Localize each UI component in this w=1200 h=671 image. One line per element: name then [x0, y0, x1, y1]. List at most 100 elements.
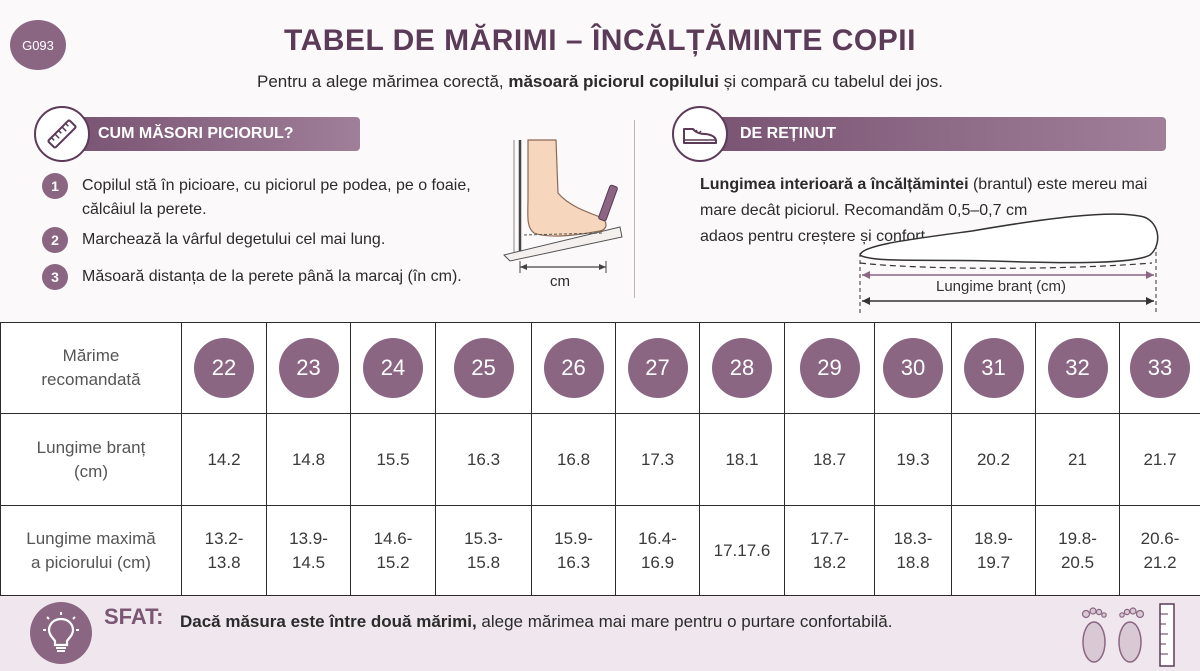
- size-badge: 23: [278, 338, 339, 398]
- insole-cell: 17.3: [615, 413, 700, 506]
- tip-bold: Dacă măsura este între două mărimi,: [180, 612, 477, 631]
- foot-range-max: 21.2: [1143, 552, 1177, 572]
- tip-rest: alege mărimea mai mare pentru o purtare …: [476, 612, 893, 631]
- foot-cell: 13.9- 14.5: [266, 505, 351, 596]
- insole-cell: 18.1: [699, 413, 785, 506]
- lightbulb-icon: [30, 602, 92, 664]
- size-cell: 25: [435, 322, 532, 414]
- foot-range-min: 19.8-: [1058, 528, 1097, 548]
- step-number: 3: [42, 264, 68, 290]
- section-divider: [634, 120, 635, 298]
- size-badge: 22: [194, 338, 254, 398]
- insole-cell: 14.2: [181, 413, 267, 506]
- foot-range-max: 16.9: [640, 552, 675, 572]
- page-subtitle: Pentru a alege mărimea corectă, măsoară …: [0, 72, 1200, 92]
- row-label-insole-line1: Lungime branț: [36, 437, 146, 457]
- foot-cell: 17.7- 18.2: [784, 505, 875, 596]
- insole-cell: 18.7: [784, 413, 875, 506]
- foot-range-min: 17.17.6: [713, 540, 771, 560]
- size-cell: 29: [784, 322, 875, 414]
- step-1: 1 Copilul stă în picioare, cu piciorul p…: [42, 173, 471, 222]
- row-label-size: Mărime recomandată: [0, 322, 182, 414]
- size-cell: 33: [1119, 322, 1200, 414]
- foot-range-max: 14.5: [291, 552, 326, 572]
- insole-cell: 21.7: [1119, 413, 1200, 506]
- foot-range-min: 14.6-: [373, 528, 413, 548]
- size-badge: 27: [627, 338, 688, 398]
- reminder-line1: (brantul) este mereu mai: [968, 176, 1148, 193]
- foot-cell: 19.8- 20.5: [1035, 505, 1120, 596]
- foot-range-min: 15.3-: [464, 528, 503, 548]
- foot-cell: 14.6- 15.2: [350, 505, 436, 596]
- size-cell: 32: [1035, 322, 1120, 414]
- foot-cell: 15.9- 16.3: [531, 505, 616, 596]
- table-row-insole: Lungime branț (cm) 14.2 14.8 15.5 16.3 16…: [0, 413, 1200, 506]
- insole-cell: 14.8: [266, 413, 351, 506]
- table-row-foot: Lungime maximă a piciorului (cm) 13.2- 13.…: [0, 505, 1200, 596]
- subtitle-post: și compară cu tabelul dei jos.: [719, 72, 943, 91]
- reminder-line2: mare decât piciorul. Recomandăm 0,5–0,7 …: [700, 202, 1028, 219]
- subtitle-bold: măsoară piciorul copilului: [508, 72, 720, 91]
- size-badge: 29: [799, 338, 860, 398]
- size-badge: 33: [1130, 338, 1190, 398]
- insole-cell: 20.2: [951, 413, 1036, 506]
- foot-range-max: 13.8: [207, 552, 241, 572]
- footprints-icon: [1081, 603, 1175, 667]
- step-text: Copilul stă în picioare, cu piciorul pe …: [82, 174, 471, 222]
- tip-label: SFAT:: [104, 604, 164, 629]
- size-badge: 31: [963, 338, 1024, 398]
- step-1-line2: călcâiul la perete.: [82, 201, 207, 218]
- insole-illustration: [859, 213, 1159, 313]
- foot-range-max: 16.3: [556, 552, 591, 572]
- step-number: 2: [42, 227, 68, 253]
- size-cell: 31: [951, 322, 1036, 414]
- size-cell: 24: [350, 322, 436, 414]
- size-badge: 30: [883, 338, 943, 398]
- shoe-icon: [672, 106, 728, 162]
- size-badge: 28: [712, 338, 772, 398]
- reminder-line3: adaos pentru creștere și confort.: [700, 228, 930, 245]
- reminder-heading: DE REȚINUT: [722, 117, 1166, 151]
- foot-cell: 17.17.6: [699, 505, 785, 596]
- row-label-insole-line2: (cm): [74, 461, 108, 481]
- foot-measure-illustration: [503, 139, 623, 273]
- foot-range-max: 18.2: [812, 552, 847, 572]
- step-2: 2 Marchează la vârful degetului cel mai …: [42, 227, 385, 253]
- foot-range-max: 15.8: [466, 552, 501, 572]
- tip-text: Dacă măsura este între două mărimi, aleg…: [180, 612, 892, 632]
- size-cell: 30: [874, 322, 952, 414]
- foot-range-max: 19.7: [976, 552, 1011, 572]
- foot-range-min: 16.4-: [638, 528, 677, 548]
- insole-cell: 15.5: [350, 413, 436, 506]
- foot-cell: 16.4- 16.9: [615, 505, 700, 596]
- foot-cell: 13.2- 13.8: [181, 505, 267, 596]
- table-row-sizes: Mărime recomandată 22 23 24 25 26 27 28 2…: [0, 322, 1200, 414]
- foot-range-min: 17.7-: [810, 528, 849, 548]
- foot-range-max: 18.8: [896, 552, 930, 572]
- insole-cell: 16.8: [531, 413, 616, 506]
- size-cell: 22: [181, 322, 267, 414]
- foot-cell: 18.9- 19.7: [951, 505, 1036, 596]
- how-to-heading: CUM MĂSORI PICIORUL?: [80, 117, 360, 151]
- insole-length-label: Lungime branț (cm): [936, 278, 1067, 295]
- foot-range-min: 13.2-: [204, 528, 244, 548]
- insole-cell: 19.3: [874, 413, 952, 506]
- size-cell: 26: [531, 322, 616, 414]
- foot-cell: 18.3- 18.8: [874, 505, 952, 596]
- size-badge: 32: [1047, 338, 1108, 398]
- foot-range-min: 18.9-: [974, 528, 1013, 548]
- foot-range-min: 13.9-: [289, 528, 328, 548]
- foot-cell: 15.3- 15.8: [435, 505, 532, 596]
- step-3: 3 Măsoară distanța de la perete până la …: [42, 264, 462, 290]
- row-label-size-line2: recomandată: [41, 370, 141, 389]
- foot-range-min: 15.9-: [554, 528, 593, 548]
- foot-range-max: 20.5: [1060, 552, 1095, 572]
- size-cell: 27: [615, 322, 700, 414]
- row-label-foot-line2: a piciorului (cm): [31, 552, 151, 572]
- insole-cell: 21: [1035, 413, 1120, 506]
- foot-range-min: 20.6-: [1140, 528, 1180, 548]
- row-label-size-line1: Mărime: [62, 346, 120, 365]
- row-label-insole: Lungime branț (cm): [0, 413, 182, 506]
- tip-banner: [0, 596, 1200, 671]
